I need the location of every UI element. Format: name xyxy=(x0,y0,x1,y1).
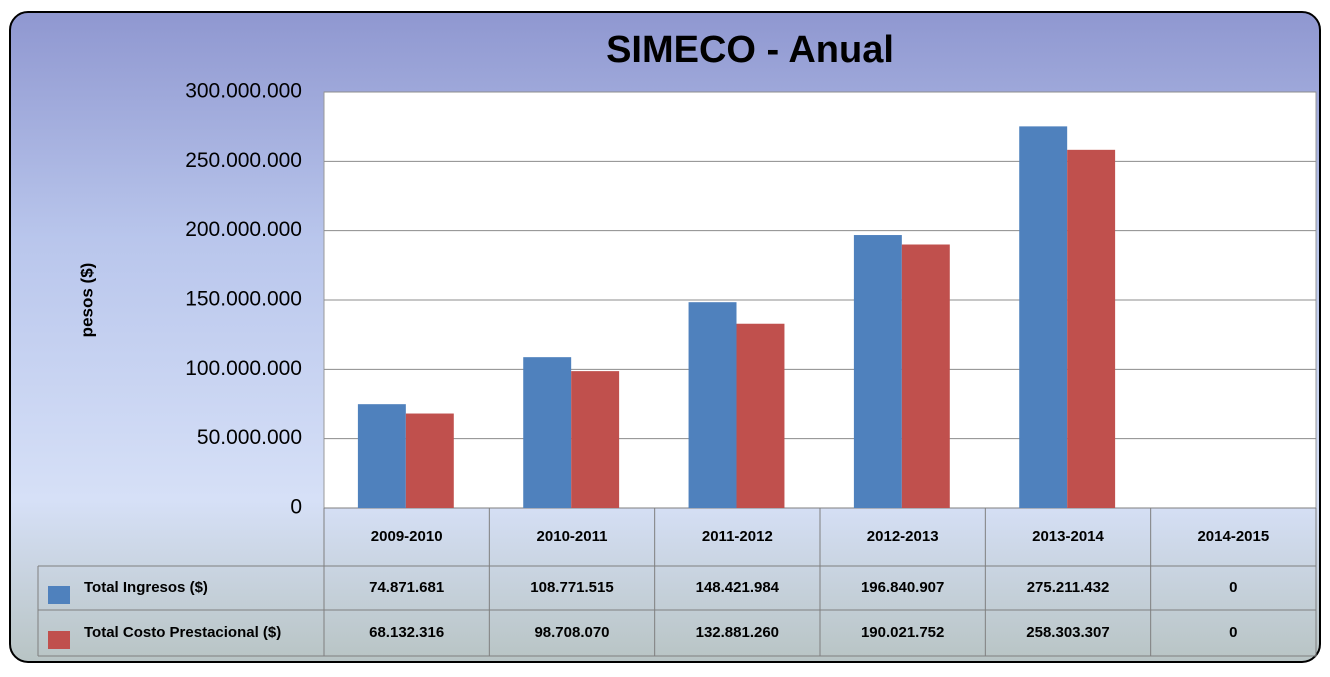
bar xyxy=(357,404,406,508)
legend-key xyxy=(48,586,70,604)
x-tick-label: 2011-2012 xyxy=(702,528,773,545)
table-value: 148.421.984 xyxy=(696,579,780,596)
chart-title: SIMECO - Anual xyxy=(606,29,894,71)
table-value: 196.840.907 xyxy=(861,579,944,596)
legend-key xyxy=(48,631,70,649)
table-value: 98.708.070 xyxy=(534,624,609,641)
y-axis-title: pesos ($) xyxy=(77,263,96,338)
y-tick-label: 150.000.000 xyxy=(185,288,302,311)
y-tick-label: 250.000.000 xyxy=(185,149,302,172)
y-tick-label: 300.000.000 xyxy=(185,80,302,103)
legend-label: Total Costo Prestacional ($) xyxy=(84,624,281,641)
bar xyxy=(688,302,737,508)
x-tick-label: 2013-2014 xyxy=(1032,528,1104,545)
bar xyxy=(523,357,572,508)
legend-label: Total Ingresos ($) xyxy=(84,579,208,596)
bar xyxy=(1019,126,1068,509)
table-value: 132.881.260 xyxy=(696,624,779,641)
table-value: 275.211.432 xyxy=(1027,579,1110,596)
bar xyxy=(405,413,454,508)
table-value: 0 xyxy=(1229,624,1237,641)
y-tick-label: 50.000.000 xyxy=(197,426,302,449)
x-tick-label: 2010-2011 xyxy=(537,528,608,545)
bar xyxy=(571,371,620,508)
x-tick-label: 2009-2010 xyxy=(371,528,443,545)
bar xyxy=(736,323,785,508)
table-value: 108.771.515 xyxy=(530,579,613,596)
table-value: 68.132.316 xyxy=(369,624,444,641)
bar xyxy=(901,244,950,508)
table-value: 258.303.307 xyxy=(1026,624,1109,641)
table-value: 74.871.681 xyxy=(369,579,444,596)
bar xyxy=(1067,149,1116,509)
bar xyxy=(853,235,902,508)
x-tick-label: 2014-2015 xyxy=(1197,528,1269,545)
table-value: 0 xyxy=(1229,579,1237,596)
table-value: 190.021.752 xyxy=(861,624,944,641)
y-tick-label: 100.000.000 xyxy=(185,357,302,380)
y-tick-label: 0 xyxy=(290,496,302,519)
x-tick-label: 2012-2013 xyxy=(867,528,939,545)
y-tick-label: 200.000.000 xyxy=(185,218,302,241)
